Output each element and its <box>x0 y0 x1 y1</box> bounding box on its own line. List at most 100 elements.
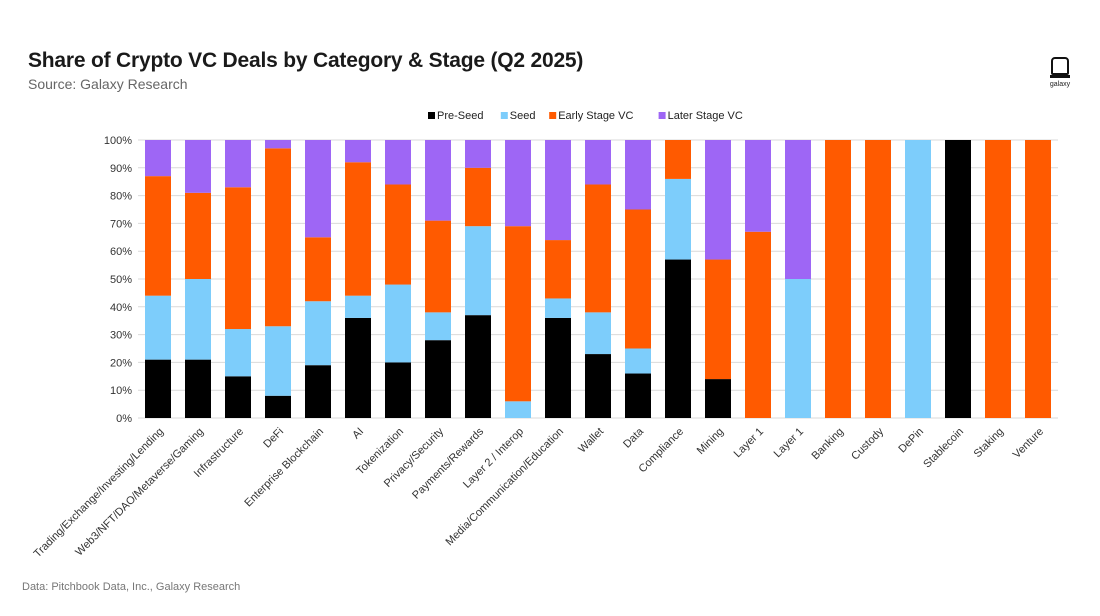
legend-label: Pre-Seed <box>437 110 483 122</box>
bar-segment <box>265 395 291 418</box>
bar-segment <box>145 140 171 177</box>
bar-segment <box>425 140 451 221</box>
bar-segment <box>465 226 491 316</box>
bar-segment <box>825 140 851 418</box>
y-tick-label: 20% <box>110 357 132 369</box>
bar-segment <box>545 317 571 418</box>
bar-segment <box>265 148 291 327</box>
bar-segment <box>185 140 211 193</box>
y-tick-label: 90% <box>110 163 132 175</box>
bar-segment <box>745 231 771 418</box>
bar-segment <box>185 192 211 279</box>
x-category-label: Stablecoin <box>921 426 966 471</box>
bar-segment <box>505 401 531 418</box>
y-tick-label: 70% <box>110 218 132 230</box>
y-tick-label: 0% <box>116 413 132 425</box>
bar-segment <box>505 226 531 402</box>
bar-segment <box>625 209 651 349</box>
bar-segment <box>225 140 251 188</box>
bar-segment <box>425 312 451 341</box>
bar-segment <box>705 259 731 380</box>
galaxy-logo-icon <box>1050 57 1070 78</box>
x-category-label: Mining <box>695 426 726 457</box>
bar-segment <box>545 140 571 241</box>
bar-segment <box>145 176 171 296</box>
bar-segment <box>225 376 251 418</box>
x-category-label: Custody <box>849 425 886 462</box>
bar-segment <box>905 140 931 418</box>
x-category-label: Layer 1 <box>772 426 806 460</box>
bar-segment <box>585 354 611 418</box>
bar-segment <box>425 220 451 313</box>
bar-segment <box>185 279 211 360</box>
bar-segment <box>625 140 651 210</box>
bar-segment <box>385 140 411 185</box>
bar-segment <box>305 301 331 366</box>
y-tick-label: 80% <box>110 191 132 203</box>
x-category-label: Venture <box>1011 426 1046 461</box>
legend-swatch <box>500 112 508 119</box>
legend-swatch <box>549 112 557 119</box>
x-category-label: Wallet <box>576 426 606 456</box>
y-tick-label: 10% <box>110 385 132 397</box>
x-category-label: AI <box>350 426 366 442</box>
bar-segment <box>385 284 411 363</box>
bar-segment <box>225 187 251 330</box>
y-tick-label: 60% <box>110 246 132 258</box>
bar-segment <box>665 178 691 260</box>
bar-segment <box>585 184 611 313</box>
bar-segment <box>145 359 171 418</box>
bar-segment <box>265 326 291 396</box>
bar-segment <box>345 162 371 296</box>
bar-segment <box>625 348 651 374</box>
bar-segment <box>185 359 211 418</box>
bar-segment <box>865 140 891 418</box>
chart-title: Share of Crypto VC Deals by Category & S… <box>28 49 584 72</box>
bar-segment <box>385 184 411 285</box>
bar-segment <box>665 259 691 418</box>
bar-segment <box>585 140 611 185</box>
bar-segment <box>425 340 451 418</box>
galaxy-logo-text: galaxy <box>1049 81 1071 88</box>
x-category-label: Layer 1 <box>732 426 766 460</box>
bar-segment <box>985 140 1011 418</box>
y-tick-label: 50% <box>110 274 132 286</box>
x-category-label: Staking <box>972 426 1006 460</box>
bar-segment <box>345 317 371 418</box>
x-category-label: Data <box>621 425 647 451</box>
bar-segment <box>305 140 331 238</box>
bar-segment <box>465 167 491 227</box>
bar-segment <box>785 279 811 418</box>
y-tick-label: 40% <box>110 302 132 314</box>
bar-segment <box>145 295 171 360</box>
bar-segment <box>1025 140 1051 418</box>
x-category-label: Payments/Rewards <box>410 425 486 501</box>
legend-label: Seed <box>510 110 536 122</box>
legend-swatch <box>428 112 435 119</box>
bar-segment <box>785 140 811 279</box>
bar-segment <box>465 315 491 418</box>
x-category-label: DeFi <box>261 426 286 451</box>
bar-segment <box>945 140 971 418</box>
x-category-label: Enterprise Blockchain <box>242 426 326 510</box>
bar-segment <box>225 329 251 377</box>
bar-segment <box>545 240 571 299</box>
bar-segment <box>305 365 331 418</box>
chart-subtitle: Source: Galaxy Research <box>28 76 188 92</box>
x-category-label: DePin <box>896 426 926 456</box>
bar-segment <box>345 295 371 318</box>
bar-segment <box>665 140 691 179</box>
y-tick-label: 30% <box>110 330 132 342</box>
bar-segment <box>305 237 331 302</box>
legend-swatch <box>658 112 666 119</box>
legend-label: Later Stage VC <box>668 110 743 122</box>
bar-segment <box>265 140 291 149</box>
bar-segment <box>345 140 371 163</box>
bar-segment <box>585 312 611 355</box>
x-category-label: Banking <box>810 426 847 463</box>
bar-segment <box>545 298 571 318</box>
y-tick-label: 100% <box>104 135 132 147</box>
bar-segment <box>625 373 651 418</box>
bar-segment <box>385 362 411 418</box>
